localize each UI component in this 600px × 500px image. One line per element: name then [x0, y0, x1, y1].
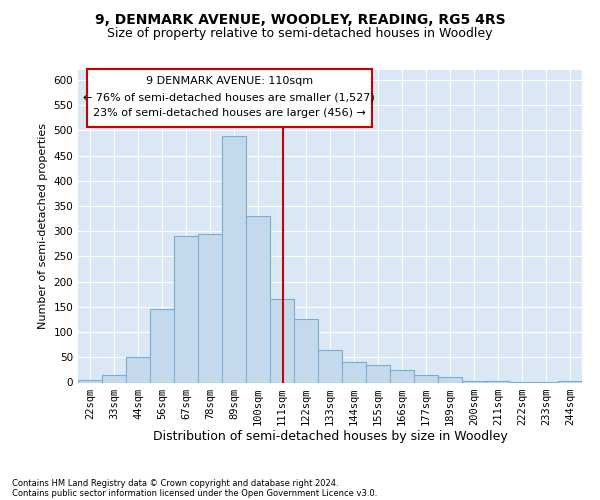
- Y-axis label: Number of semi-detached properties: Number of semi-detached properties: [38, 123, 48, 329]
- Bar: [295, 320, 317, 382]
- Bar: [271, 300, 293, 382]
- Text: Contains HM Land Registry data © Crown copyright and database right 2024.: Contains HM Land Registry data © Crown c…: [12, 478, 338, 488]
- Bar: [175, 236, 197, 382]
- Text: Contains public sector information licensed under the Open Government Licence v3: Contains public sector information licen…: [12, 488, 377, 498]
- Text: 9, DENMARK AVENUE, WOODLEY, READING, RG5 4RS: 9, DENMARK AVENUE, WOODLEY, READING, RG5…: [95, 12, 505, 26]
- Bar: [319, 350, 341, 382]
- Bar: [247, 216, 269, 382]
- Bar: [559, 381, 581, 382]
- Text: 23% of semi-detached houses are larger (456) →: 23% of semi-detached houses are larger (…: [93, 108, 365, 118]
- X-axis label: Distribution of semi-detached houses by size in Woodley: Distribution of semi-detached houses by …: [152, 430, 508, 444]
- Bar: [103, 375, 125, 382]
- Bar: [439, 378, 461, 382]
- Text: ← 76% of semi-detached houses are smaller (1,527): ← 76% of semi-detached houses are smalle…: [83, 92, 375, 102]
- Bar: [487, 381, 509, 382]
- Bar: [199, 234, 221, 382]
- Bar: [367, 365, 389, 382]
- Text: Size of property relative to semi-detached houses in Woodley: Size of property relative to semi-detach…: [107, 28, 493, 40]
- Bar: [343, 362, 365, 382]
- Bar: [127, 358, 149, 382]
- Bar: [391, 370, 413, 382]
- Text: 9 DENMARK AVENUE: 110sqm: 9 DENMARK AVENUE: 110sqm: [146, 76, 313, 86]
- Bar: [79, 380, 101, 382]
- Bar: [151, 310, 173, 382]
- Bar: [415, 375, 437, 382]
- Bar: [223, 136, 245, 382]
- Bar: [463, 381, 485, 382]
